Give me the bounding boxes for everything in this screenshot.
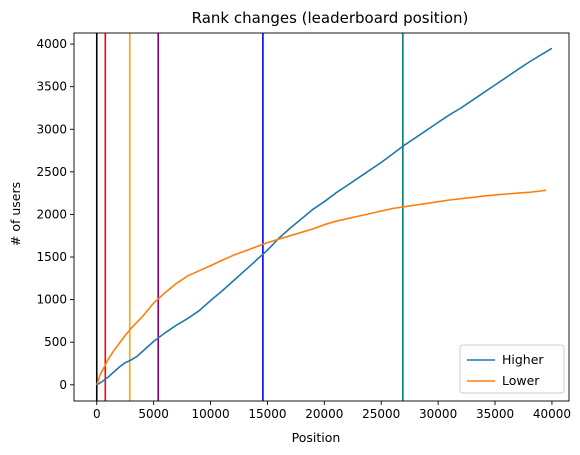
- chart-title: Rank changes (leaderboard position): [192, 9, 469, 27]
- series-line-lower: [96, 189, 547, 386]
- x-tick-label: 35000: [476, 407, 514, 421]
- y-tick-label: 3500: [36, 80, 67, 94]
- y-tick-label: 1000: [36, 293, 67, 307]
- series-line-higher: [96, 47, 553, 386]
- vertical-markers: [95, 33, 404, 401]
- y-tick-label: 500: [44, 335, 67, 349]
- x-tick-label: 0: [93, 407, 101, 421]
- x-axis-label: Position: [292, 430, 341, 445]
- x-tick-label: 5000: [138, 407, 169, 421]
- y-axis-label: # of users: [8, 182, 23, 246]
- x-tick-label: 25000: [362, 407, 400, 421]
- y-tick-label: 2000: [36, 207, 67, 221]
- y-axis: 0 500 1000 1500 2000 2500 3000 3500 4000: [36, 37, 74, 392]
- x-tick-label: 20000: [305, 407, 343, 421]
- x-tick-label: 30000: [419, 407, 457, 421]
- legend-label-higher: Higher: [502, 352, 544, 367]
- y-tick-label: 3000: [36, 122, 67, 136]
- legend: Higher Lower: [459, 344, 565, 394]
- y-tick-label: 4000: [36, 37, 67, 51]
- plot-frame: [73, 32, 570, 402]
- x-tick-label: 40000: [533, 407, 571, 421]
- y-tick-label: 0: [59, 378, 67, 392]
- series-layer: [96, 47, 553, 386]
- x-axis: 0 5000 10000 15000 20000 25000 30000 35000 40000: [93, 401, 571, 421]
- y-tick-label: 2500: [36, 165, 67, 179]
- legend-label-lower: Lower: [502, 373, 540, 388]
- x-tick-label: 15000: [248, 407, 286, 421]
- x-tick-label: 10000: [191, 407, 229, 421]
- y-tick-label: 1500: [36, 250, 67, 264]
